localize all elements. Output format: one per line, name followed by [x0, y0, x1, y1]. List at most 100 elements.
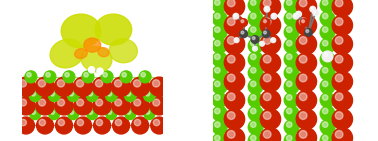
Circle shape: [260, 15, 280, 35]
Circle shape: [251, 81, 256, 87]
Ellipse shape: [95, 14, 132, 45]
Circle shape: [215, 95, 220, 100]
Circle shape: [332, 109, 353, 129]
Circle shape: [260, 128, 280, 141]
Circle shape: [212, 93, 227, 107]
Circle shape: [263, 74, 271, 82]
Circle shape: [263, 55, 271, 63]
Circle shape: [54, 77, 74, 96]
Circle shape: [251, 122, 256, 127]
Circle shape: [65, 72, 69, 77]
Circle shape: [134, 119, 141, 126]
Circle shape: [240, 30, 248, 38]
Circle shape: [335, 0, 343, 7]
Circle shape: [248, 66, 263, 80]
Circle shape: [112, 97, 130, 115]
Circle shape: [284, 25, 299, 39]
Circle shape: [296, 90, 316, 111]
Circle shape: [287, 81, 292, 87]
Circle shape: [234, 38, 239, 43]
Circle shape: [301, 19, 308, 26]
Ellipse shape: [98, 48, 109, 57]
Circle shape: [251, 27, 256, 32]
Circle shape: [150, 77, 169, 96]
Circle shape: [284, 66, 299, 80]
Circle shape: [284, 79, 299, 94]
Circle shape: [44, 71, 56, 83]
Circle shape: [299, 55, 307, 63]
Circle shape: [263, 93, 271, 101]
Circle shape: [215, 122, 220, 127]
Circle shape: [322, 40, 328, 46]
Circle shape: [240, 19, 248, 26]
Circle shape: [294, 14, 296, 16]
Circle shape: [48, 90, 60, 102]
Ellipse shape: [50, 39, 84, 68]
Circle shape: [332, 53, 353, 73]
Circle shape: [284, 133, 299, 141]
Circle shape: [224, 0, 245, 17]
Circle shape: [50, 92, 54, 96]
Circle shape: [293, 13, 299, 19]
Circle shape: [125, 90, 136, 102]
Circle shape: [305, 29, 312, 36]
Circle shape: [335, 18, 343, 26]
Circle shape: [212, 66, 227, 80]
Circle shape: [36, 97, 54, 115]
Circle shape: [287, 95, 292, 100]
Circle shape: [151, 117, 168, 134]
Circle shape: [284, 106, 299, 121]
Circle shape: [284, 52, 299, 67]
Circle shape: [251, 68, 256, 73]
Circle shape: [93, 97, 111, 115]
Circle shape: [88, 110, 93, 114]
Circle shape: [311, 7, 313, 9]
Circle shape: [253, 47, 255, 49]
Circle shape: [241, 31, 244, 34]
Circle shape: [287, 27, 292, 32]
Circle shape: [46, 72, 50, 77]
Circle shape: [152, 80, 160, 87]
Circle shape: [84, 72, 88, 77]
Circle shape: [251, 95, 256, 100]
Ellipse shape: [74, 49, 87, 59]
Circle shape: [70, 110, 73, 114]
Ellipse shape: [81, 46, 112, 72]
Circle shape: [296, 34, 316, 54]
Circle shape: [320, 25, 335, 39]
Circle shape: [234, 14, 236, 16]
Circle shape: [322, 27, 328, 32]
Circle shape: [299, 93, 307, 101]
Circle shape: [287, 13, 292, 19]
Circle shape: [212, 38, 227, 53]
Circle shape: [224, 34, 245, 54]
Circle shape: [248, 25, 263, 39]
Circle shape: [112, 77, 131, 96]
Circle shape: [299, 18, 307, 26]
Circle shape: [260, 41, 264, 46]
Circle shape: [284, 38, 299, 53]
Circle shape: [287, 68, 292, 73]
Circle shape: [248, 120, 263, 135]
Circle shape: [89, 68, 92, 70]
Circle shape: [228, 130, 235, 138]
Circle shape: [212, 106, 227, 121]
Circle shape: [263, 0, 271, 7]
Circle shape: [287, 135, 292, 141]
Circle shape: [322, 0, 328, 5]
Circle shape: [82, 71, 94, 83]
Circle shape: [322, 135, 328, 141]
Circle shape: [251, 13, 256, 19]
Circle shape: [322, 51, 333, 62]
Circle shape: [224, 109, 245, 129]
Circle shape: [241, 20, 244, 23]
Circle shape: [25, 71, 37, 83]
Circle shape: [58, 119, 65, 126]
Circle shape: [127, 110, 131, 114]
Circle shape: [335, 112, 343, 119]
Circle shape: [125, 109, 136, 120]
Circle shape: [146, 110, 150, 114]
Circle shape: [263, 37, 271, 44]
Circle shape: [39, 119, 45, 126]
Circle shape: [228, 37, 235, 44]
